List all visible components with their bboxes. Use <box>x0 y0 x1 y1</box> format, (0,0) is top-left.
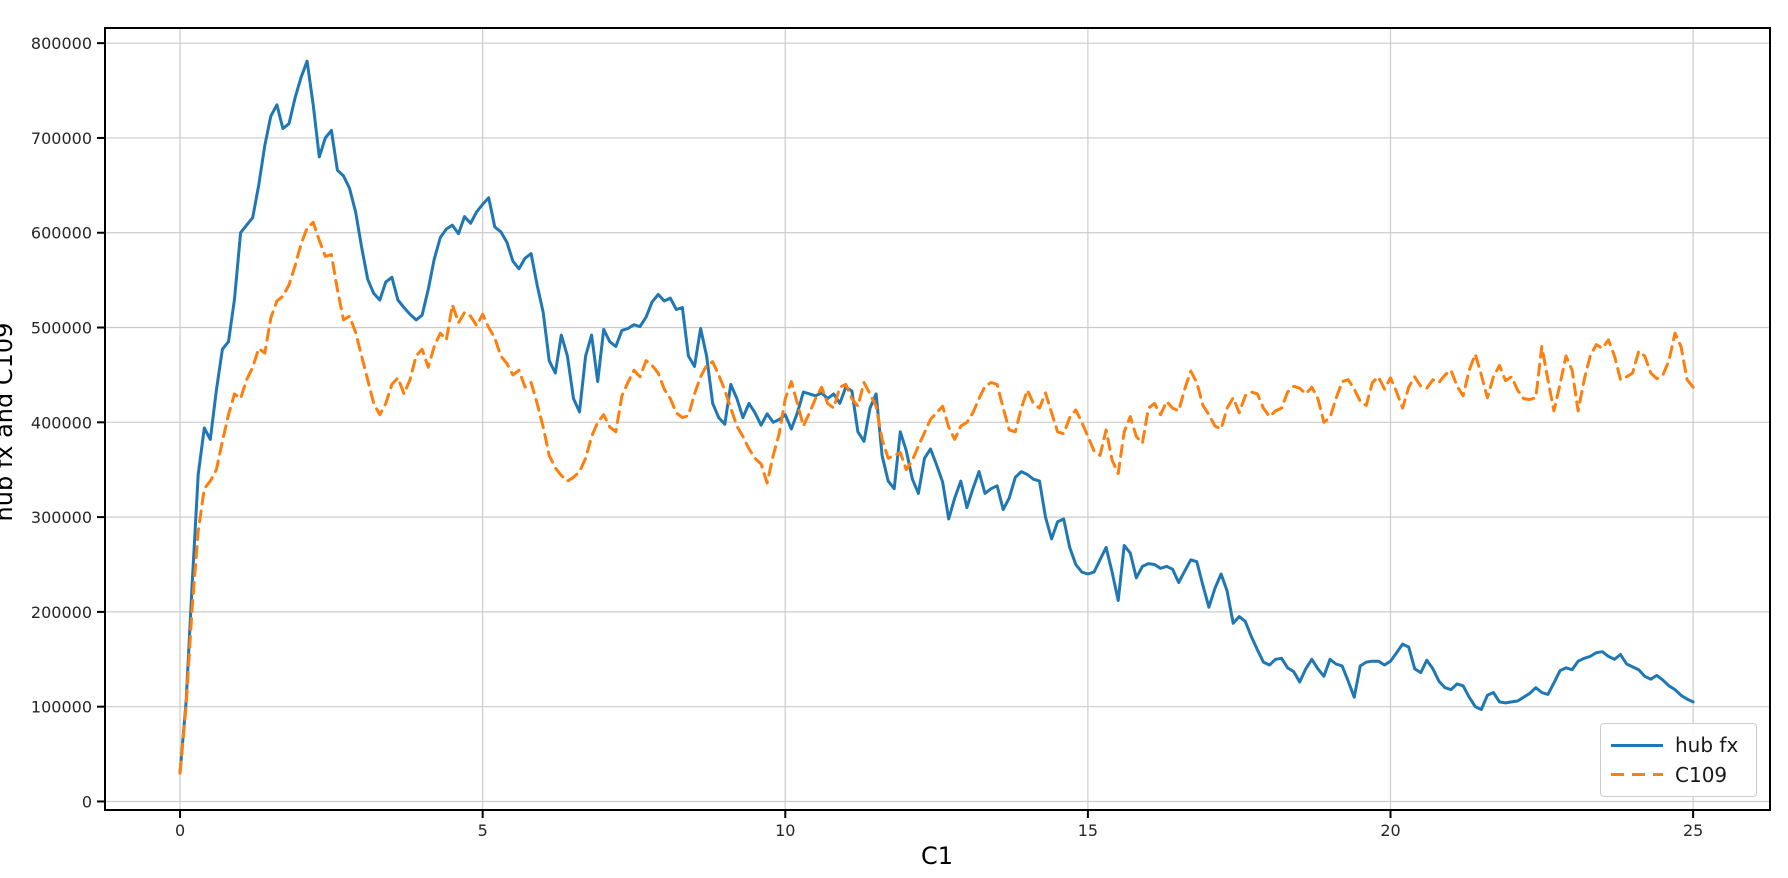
legend-line-sample-solid-icon <box>1611 743 1663 747</box>
x-tick-label: 0 <box>175 821 185 840</box>
y-tick-label: 0 <box>82 792 92 811</box>
legend-label-hub-fx: hub fx <box>1675 733 1739 758</box>
legend-entry-hub-fx: hub fx <box>1611 735 1746 755</box>
legend-line-sample-dashed-icon <box>1611 773 1663 777</box>
x-tick-label: 20 <box>1380 821 1400 840</box>
y-tick-label: 600000 <box>31 224 92 243</box>
y-tick-label: 700000 <box>31 129 92 148</box>
series-C109-line <box>178 220 1695 775</box>
y-tick-label: 300000 <box>31 508 92 527</box>
x-tick-label: 5 <box>478 821 488 840</box>
y-tick-label: 100000 <box>31 698 92 717</box>
y-axis-label: hub fx and C109 <box>0 322 18 522</box>
legend: hub fx C109 <box>1600 723 1757 797</box>
plot-spines <box>104 27 1771 811</box>
legend-entry-c109: C109 <box>1611 765 1746 785</box>
x-tick-label: 15 <box>1078 821 1098 840</box>
y-tick-label: 400000 <box>31 413 92 432</box>
x-tick-label: 10 <box>775 821 795 840</box>
x-tick-label: 25 <box>1683 821 1703 840</box>
y-tick-label: 800000 <box>31 34 92 53</box>
legend-label-c109: C109 <box>1675 762 1728 787</box>
series-hub-fx-line <box>178 59 1695 775</box>
y-tick-label: 200000 <box>31 603 92 622</box>
x-axis-label: C1 <box>920 842 954 870</box>
y-tick-label: 500000 <box>31 319 92 338</box>
